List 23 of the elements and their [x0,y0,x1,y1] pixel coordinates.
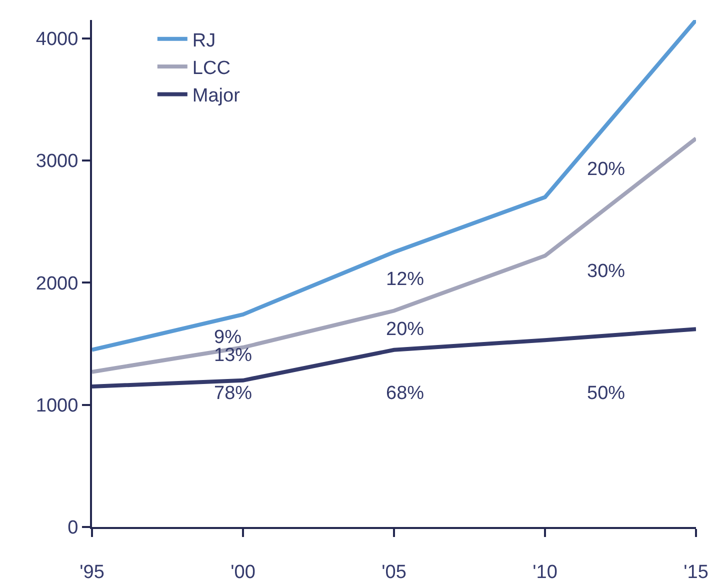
annotation: 12% [386,269,424,290]
line-series [92,136,696,374]
y-tick-label: 0 [68,518,78,539]
annotation: 20% [386,319,424,340]
annotation: 30% [587,261,626,282]
annotation: 50% [587,383,626,404]
x-tick-label: '95 [80,562,104,581]
y-tick-label: 3000 [36,151,78,172]
y-tick-label: 1000 [36,395,78,416]
x-tick-label: '00 [230,562,256,581]
annotation: 20% [587,159,626,180]
annotation: 68% [386,383,424,404]
x-tick-label: '15 [684,562,708,581]
y-tick-label: 4000 [36,28,78,50]
legend-label: RJ [192,30,216,52]
annotation: 9% [214,327,242,348]
annotation: 13% [214,345,252,366]
x-tick-label: '05 [382,562,406,581]
y-tick-label: 2000 [36,273,78,294]
annotation: 78% [214,383,252,404]
legend-label: Major [192,86,241,107]
x-tick-label: '10 [532,562,558,581]
legend-label: LCC [192,58,230,79]
